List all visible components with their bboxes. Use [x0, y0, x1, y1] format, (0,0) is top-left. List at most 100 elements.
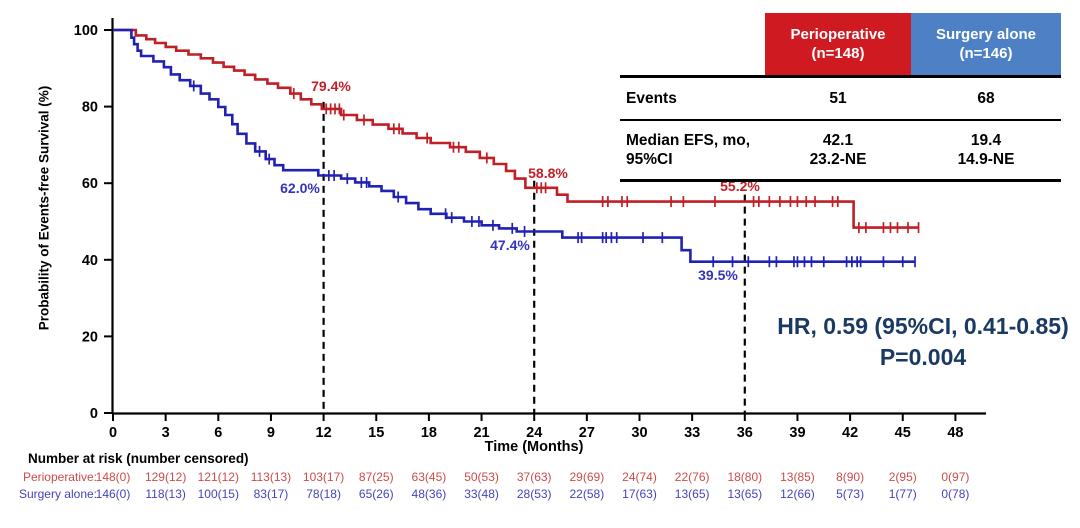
y-tick-label: 80 [82, 100, 98, 116]
x-tick-label: 36 [737, 425, 753, 441]
p-value-line: P=0.004 [879, 344, 967, 370]
at-risk-value: 28(53) [516, 487, 552, 501]
x-tick-label: 3 [162, 425, 170, 441]
median-ci: 23.2-NE [809, 151, 867, 168]
at-risk-value: 118(13) [145, 487, 186, 501]
x-tick-label: 45 [895, 425, 911, 441]
landmark-percent-label: 47.4% [490, 237, 530, 253]
perioperative-header-n: (n=148) [811, 45, 865, 62]
events-surgery-value: 68 [977, 89, 995, 107]
at-risk-value: 12(66) [780, 487, 815, 501]
at-risk-row-perioperative: Perioperative: 148(0) 129(12) 121(12) 113(1… [0, 470, 1080, 486]
landmark-percent-label: 58.8% [528, 165, 568, 181]
landmark-percent-label: 62.0% [280, 180, 320, 196]
perioperative-header: Perioperative (n=148) [765, 13, 911, 75]
y-tick-label: 40 [82, 253, 98, 269]
at-risk-value: 146(0) [95, 487, 131, 501]
y-tick-label: 20 [82, 329, 98, 345]
at-risk-value: 22(76) [674, 470, 710, 484]
x-tick-label: 18 [421, 425, 437, 441]
median-value: 42.1 [822, 132, 854, 149]
at-risk-value: 22(58) [569, 487, 605, 501]
at-risk-value: 113(13) [250, 470, 292, 484]
at-risk-value: 13(65) [674, 487, 710, 501]
at-risk-value: 17(63) [622, 487, 657, 501]
x-axis-title: Time (Months) [484, 439, 584, 455]
surgery-alone-header-n: (n=146) [959, 45, 1013, 62]
hazard-ratio-annotation: HR, 0.59 (95%CI, 0.41-0.85) P=0.004 [763, 311, 1080, 373]
survival-curve-perioperative [113, 28, 919, 229]
at-risk-value: 33(48) [464, 487, 499, 501]
at-risk-value: 1(77) [888, 487, 917, 501]
at-risk-value: 0(78) [941, 487, 970, 501]
x-tick-label: 24 [526, 425, 542, 441]
at-risk-label-surgery-alone: Surgery alone: [18, 487, 97, 501]
x-tick-label: 30 [631, 425, 647, 441]
x-tick-label: 21 [473, 425, 489, 441]
events-row-label: Events [626, 89, 677, 107]
surgery-alone-header: Surgery alone (n=146) [911, 13, 1061, 75]
at-risk-row-surgery-alone: Surgery alone: 146(0) 118(13) 100(15) 83(17… [0, 487, 1080, 503]
y-tick-label: 0 [90, 406, 98, 422]
median-efs-label-line2: 95%CI [626, 151, 673, 168]
at-risk-value: 65(26) [358, 487, 394, 501]
at-risk-value: 103(17) [302, 470, 345, 484]
summary-header-spacer [620, 13, 765, 75]
at-risk-value: 13(85) [780, 470, 815, 484]
landmark-percent-label: 55.2% [720, 178, 760, 194]
at-risk-value: 129(12) [144, 470, 187, 484]
at-risk-value: 29(69) [569, 470, 605, 484]
at-risk-value: 148(0) [95, 470, 131, 484]
x-tick-label: 33 [684, 425, 700, 441]
at-risk-value: 78(18) [306, 487, 341, 501]
x-tick-label: 48 [947, 425, 963, 441]
survival-curve-surgery-alone [113, 28, 915, 263]
at-risk-label-perioperative: Perioperative: [22, 470, 97, 484]
events-row: Events 51 68 [620, 78, 1061, 121]
results-summary-table: Perioperative (n=148) Surgery alone (n=1… [620, 13, 1061, 182]
at-risk-table-title: Number at risk (number censored) [28, 451, 249, 466]
y-axis-title: Probability of Events-free Survival (%) [36, 85, 52, 331]
at-risk-value: 18(80) [727, 470, 763, 484]
median-efs-row: Median EFS, mo, 95%CI 42.1 23.2-NE 19.4 … [620, 121, 1061, 182]
at-risk-value: 100(15) [197, 487, 239, 501]
y-tick-label: 60 [82, 176, 98, 192]
median-ci: 14.9-NE [957, 151, 1015, 168]
hazard-ratio-line: HR, 0.59 (95%CI, 0.41-0.85) [777, 313, 1069, 339]
at-risk-value: 83(17) [253, 487, 289, 501]
median-efs-perioperative-value: 42.1 23.2-NE [765, 131, 911, 169]
perioperative-header-title: Perioperative [790, 26, 886, 43]
at-risk-value: 8(90) [836, 470, 865, 484]
summary-header-row: Perioperative (n=148) Surgery alone (n=1… [620, 13, 1061, 78]
landmark-percent-label: 39.5% [698, 267, 738, 283]
median-efs-label-line1: Median EFS, mo, [626, 132, 751, 149]
x-tick-label: 0 [109, 425, 117, 441]
median-efs-row-label: Median EFS, mo, 95%CI [620, 131, 765, 169]
at-risk-value: 37(63) [516, 470, 552, 484]
at-risk-value: 87(25) [358, 470, 394, 484]
at-risk-value: 5(73) [836, 487, 865, 501]
landmark-percent-label: 79.4% [311, 78, 351, 94]
at-risk-value: 63(45) [411, 470, 447, 484]
x-tick-label: 6 [214, 425, 222, 441]
x-tick-label: 27 [579, 425, 595, 441]
y-tick-label: 100 [74, 23, 98, 39]
median-value: 19.4 [970, 132, 1002, 149]
at-risk-value: 2(95) [888, 470, 917, 484]
x-tick-label: 9 [267, 425, 275, 441]
events-perioperative-value: 51 [829, 89, 847, 107]
at-risk-value: 24(74) [622, 470, 657, 484]
at-risk-value: 13(65) [727, 487, 763, 501]
x-tick-label: 39 [789, 425, 805, 441]
at-risk-value: 48(36) [411, 487, 447, 501]
at-risk-value: 50(53) [464, 470, 499, 484]
at-risk-value: 0(97) [941, 470, 970, 484]
x-tick-label: 42 [842, 425, 858, 441]
x-tick-label: 15 [368, 425, 384, 441]
surgery-alone-header-title: Surgery alone [935, 26, 1037, 43]
median-efs-surgery-value: 19.4 14.9-NE [911, 131, 1061, 169]
at-risk-value: 121(12) [197, 470, 239, 484]
x-tick-label: 12 [316, 425, 332, 441]
